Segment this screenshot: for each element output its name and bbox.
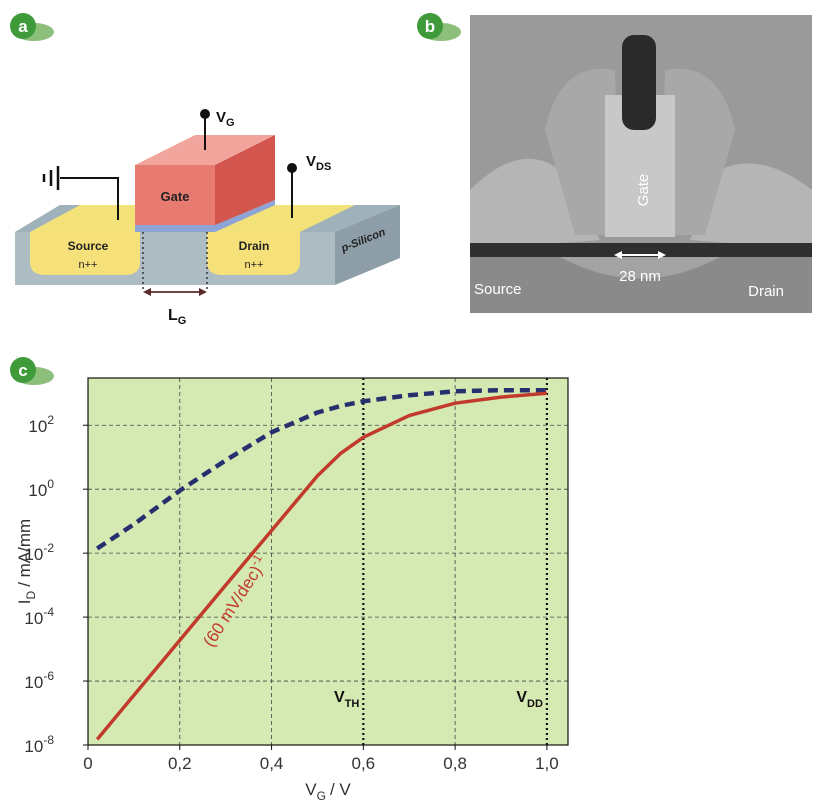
- drain-label: Drain: [239, 239, 270, 253]
- source-label: Source: [474, 281, 522, 298]
- tick-exponent: -8: [43, 733, 54, 747]
- x-tick-label: 0,2: [168, 754, 192, 773]
- x-tick-label: 0,8: [443, 754, 467, 773]
- label-sub: G: [178, 315, 187, 327]
- x-tick-label: 1,0: [535, 754, 559, 773]
- drain-label: Drain: [748, 283, 784, 300]
- tick-exponent: 2: [47, 413, 54, 427]
- tick-base: 10: [28, 481, 47, 500]
- plot-area: [88, 378, 568, 745]
- gate-label: Gate: [161, 189, 190, 204]
- tick-exponent: -6: [43, 669, 54, 683]
- page: a b c Gate Source n++ Drain n++ p-Silico…: [0, 0, 814, 800]
- terminal: [287, 163, 297, 173]
- y-tick-label: 102: [28, 413, 54, 436]
- micrograph: Gate 28 nm Source Drain: [470, 15, 812, 313]
- label-sub: G: [317, 789, 326, 800]
- tick-exponent: 0: [47, 477, 54, 491]
- gate-length-label: LG: [168, 307, 186, 327]
- tick-base: 10: [28, 417, 47, 436]
- device-diagram: Gate Source n++ Drain n++ p-Silicon VG V…: [15, 109, 400, 327]
- x-tick-label: 0: [83, 754, 92, 773]
- y-tick-label: 10-4: [24, 605, 54, 628]
- label-rest: / mA/mm: [15, 519, 34, 587]
- length-label: 28 nm: [619, 268, 661, 285]
- panel-label: c: [18, 361, 27, 380]
- gate-contact: [622, 35, 656, 130]
- gate-label: Gate: [635, 174, 652, 207]
- tick-exponent: -4: [43, 605, 54, 619]
- x-tick-label: 0,4: [260, 754, 284, 773]
- label-sub: DS: [316, 161, 331, 173]
- tick-base: 10: [24, 737, 43, 756]
- y-tick-label: 10-6: [24, 669, 54, 692]
- y-tick-label: 10-8: [24, 733, 54, 756]
- arrow-head: [143, 288, 151, 296]
- y-tick-label: 100: [28, 477, 54, 500]
- source-label: Source: [68, 239, 109, 253]
- arrow-head: [199, 288, 207, 296]
- terminal: [200, 109, 210, 119]
- panel-label: a: [18, 17, 28, 36]
- x-axis-label: VG / V: [305, 780, 351, 800]
- label-main: V: [305, 780, 317, 799]
- label-sub: G: [226, 117, 235, 129]
- tick-exponent: -2: [43, 541, 54, 555]
- panel-label: b: [425, 17, 435, 36]
- figure: a b c Gate Source n++ Drain n++ p-Silico…: [0, 0, 814, 800]
- label-main: V: [516, 689, 527, 706]
- label-sub: D: [24, 590, 38, 599]
- label-main: V: [334, 689, 345, 706]
- x-tick-label: 0,6: [352, 754, 376, 773]
- tick-base: 10: [24, 609, 43, 628]
- label-rest: / V: [330, 780, 351, 799]
- label-main: V: [306, 153, 316, 170]
- label-sub: TH: [345, 698, 360, 710]
- doping-label: n++: [245, 259, 264, 271]
- doping-label: n++: [79, 259, 98, 271]
- drain-voltage-label: VDS: [306, 153, 331, 173]
- tick-base: 10: [24, 673, 43, 692]
- label-main: V: [216, 109, 226, 126]
- gate-voltage-label: VG: [216, 109, 235, 129]
- label-sub: DD: [527, 698, 543, 710]
- label-main: L: [168, 307, 178, 324]
